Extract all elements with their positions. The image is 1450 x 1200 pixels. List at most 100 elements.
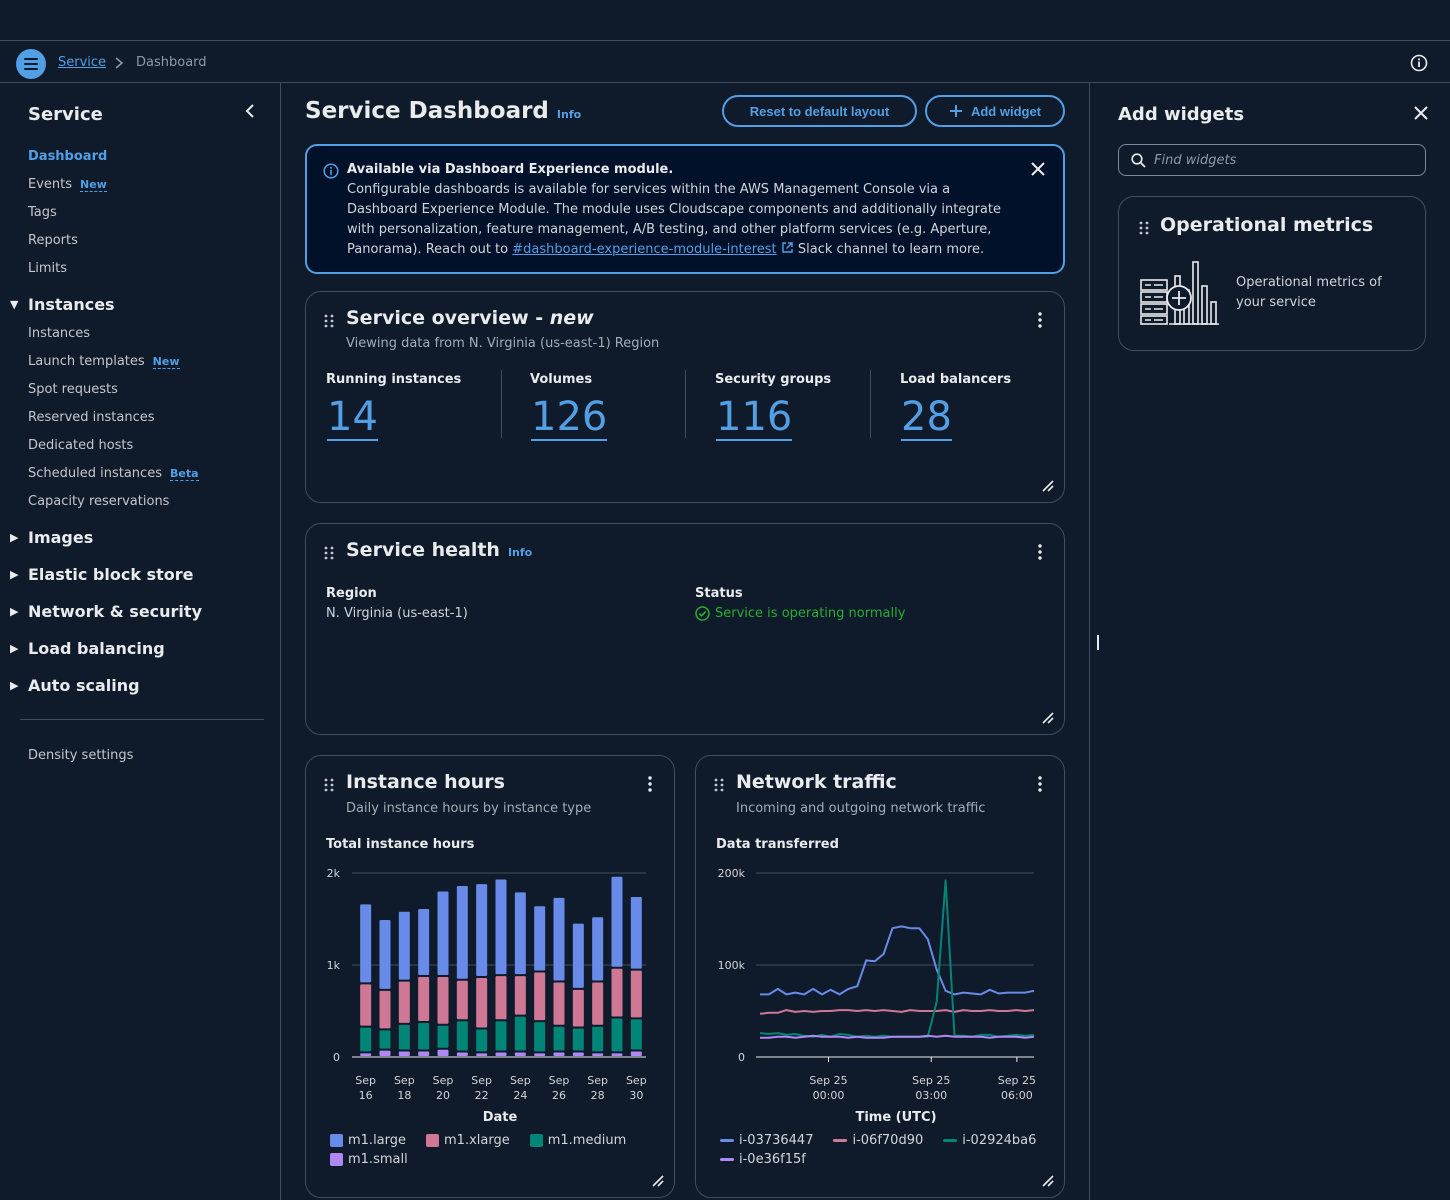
sidebar-item-spot-requests[interactable]: Spot requests [28,382,118,397]
security-groups-link[interactable]: 116 [716,394,793,441]
resize-handle-icon[interactable] [1042,712,1054,724]
legend-item[interactable]: m1.medium [529,1133,626,1148]
sidebar-badge[interactable]: New [152,355,180,369]
breadcrumb-service-link[interactable]: Service [58,55,107,70]
instance-hours-chart: 0 1k 2k Sep 16 Sep 18 Sep 20 Sep 22 Sep 24 Sep 26 Sep 28… [327,867,647,1125]
sidebar-section-auto-scaling[interactable]: ▶ Auto scaling [10,676,140,695]
sidebar-item-label: Scheduled instances [28,466,162,481]
more-actions-icon[interactable] [1038,776,1042,792]
drag-handle-icon[interactable] [324,778,334,792]
top-navigation [0,0,1450,41]
bar-segment [611,968,623,1017]
legend-item[interactable]: m1.large [330,1133,406,1148]
info-icon[interactable] [1410,54,1428,76]
sidebar-section-images[interactable]: ▶ Images [10,528,93,547]
drag-handle-icon[interactable] [324,546,334,560]
drag-handle-icon[interactable] [1139,221,1149,235]
caret-right-icon: ▶ [10,605,19,618]
bar-segment [476,1053,488,1056]
sidebar-item-label: Dashboard [28,149,108,164]
x-tick-label: Sep 25 [809,1074,847,1087]
bar-segment [592,1053,604,1056]
service-overview-widget: Service overview - new Viewing data from… [305,291,1065,503]
bar-segment [572,923,584,988]
plus-icon [949,105,962,117]
sidebar-item-capacity-reservations[interactable]: Capacity reservations [28,494,169,509]
sidebar-item-dedicated-hosts[interactable]: Dedicated hosts [28,438,133,453]
bar-segment [360,1053,372,1056]
caret-right-icon: ▶ [10,679,19,692]
close-icon [1031,162,1045,176]
sidebar-item-limits[interactable]: Limits [28,261,67,276]
sidebar-badge[interactable]: Beta [169,467,199,481]
bar-segment [398,981,410,1023]
network-traffic-chart: 0 100k 200k Sep 25 00:00 Sep 25 03:00 Sep 25 06:… [718,867,1036,1125]
density-settings-link[interactable]: Density settings [28,748,134,763]
more-actions-icon[interactable] [648,776,652,792]
legend-item[interactable]: i-03736447 [720,1133,813,1148]
sidebar-item-launch-templates[interactable]: Launch templates New [28,354,180,369]
x-tick-label: Sep [394,1074,415,1087]
add-widget-button[interactable]: Add widget [925,95,1065,127]
bar-segment [592,1026,604,1052]
sidebar-item-events[interactable]: Events New [28,177,107,192]
drag-handle-icon[interactable] [324,314,334,328]
sidebar-section-network-security[interactable]: ▶ Network & security [10,602,202,621]
series-line [760,1034,1035,1039]
region-value: N. Virginia (us-east-1) [326,606,468,621]
sidebar-item-reserved-instances[interactable]: Reserved instances [28,410,154,425]
chart-legend: i-03736447 i-06f70d90 i-02924ba6 i-0e36f… [720,1133,1050,1167]
region-label: Region [326,586,377,601]
load-balancers-link[interactable]: 28 [901,394,952,441]
sidebar-section-elastic-block-store[interactable]: ▶ Elastic block store [10,565,193,584]
info-icon [323,163,339,179]
bar-segment [379,1030,391,1049]
search-icon [1131,152,1146,168]
volumes-link[interactable]: 126 [531,394,608,441]
sidebar-section-load-balancing[interactable]: ▶ Load balancing [10,639,165,658]
bar-segment [437,1049,449,1056]
x-tick-label: Sep [587,1074,608,1087]
bar-segment [611,1053,623,1056]
widget-search[interactable] [1118,144,1426,176]
sidebar-item-label: Reports [28,233,78,248]
sidebar-item-tags[interactable]: Tags [28,205,57,220]
legend-item[interactable]: i-06f70d90 [833,1133,923,1148]
sidebar-item-instances[interactable]: Instances [28,326,90,341]
running-instances-link[interactable]: 14 [327,394,378,441]
bar-segment [418,1051,430,1056]
bar-segment [456,980,468,1020]
resize-handle-icon[interactable] [652,1175,664,1187]
legend-item[interactable]: i-02924ba6 [943,1133,1036,1148]
bar-segment [476,1029,488,1052]
widget-subtitle: Viewing data from N. Virginia (us-east-1… [346,336,660,351]
bar-segment [553,1052,565,1056]
collapse-sidebar-button[interactable] [243,103,257,123]
menu-button[interactable] [16,49,46,79]
resize-handle-icon[interactable] [1042,1175,1054,1187]
legend-item[interactable]: m1.small [330,1152,408,1167]
more-actions-icon[interactable] [1038,312,1042,328]
info-link[interactable]: Info [507,546,533,559]
y-tick-label: 2k [327,867,341,880]
more-actions-icon[interactable] [1038,544,1042,560]
sidebar-badge[interactable]: New [80,178,107,192]
sidebar-section-instances[interactable]: ▼ Instances [10,295,115,314]
legend-item[interactable]: i-0e36f15f [720,1152,806,1167]
close-panel-button[interactable] [1414,105,1428,124]
search-input[interactable] [1154,152,1414,168]
x-tick-label: Sep 25 [912,1074,950,1087]
bar-segment [456,1021,468,1051]
sidebar-item-scheduled-instances[interactable]: Scheduled instances Beta [28,466,199,481]
slack-channel-link[interactable]: #dashboard-experience-module-interest [512,242,777,257]
dismiss-button[interactable] [1031,162,1045,183]
reset-layout-button[interactable]: Reset to default layout [722,95,917,127]
resize-handle-icon[interactable] [1042,480,1054,492]
drag-handle-icon[interactable] [714,778,724,792]
palette-widget-card[interactable]: Operational metrics Operational metrics … [1118,196,1426,351]
sidebar-item-dashboard[interactable]: Dashboard [28,149,107,164]
info-link[interactable]: Info [556,108,582,121]
sidebar-item-reports[interactable]: Reports [28,233,78,248]
legend-item[interactable]: m1.xlarge [426,1133,510,1148]
bar-segment [418,977,430,1022]
